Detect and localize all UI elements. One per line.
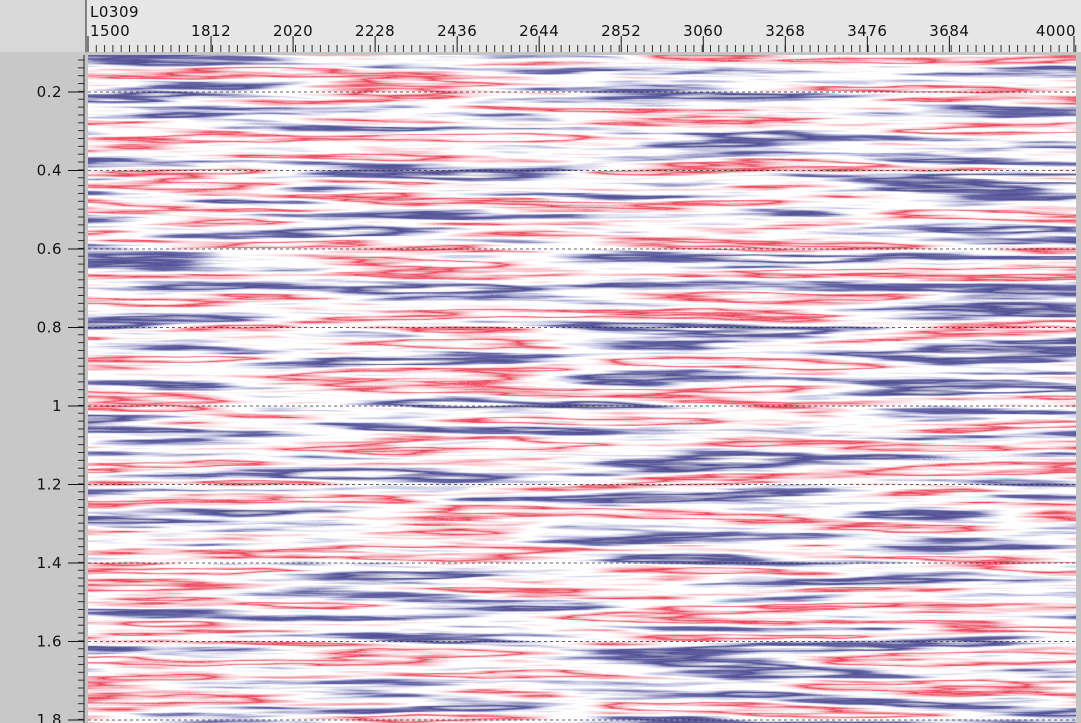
x-tick-label: 1812: [191, 22, 231, 40]
y-tick-label: 0.6: [37, 240, 62, 258]
x-tick-label: 3060: [683, 22, 723, 40]
x-tick-label: 2644: [519, 22, 559, 40]
x-tick-label: 2020: [273, 22, 313, 40]
y-tick-label: 1.8: [37, 711, 62, 723]
x-tick-label: 2228: [355, 22, 395, 40]
top-axis-panel: [86, 0, 1081, 52]
left-axis-panel: [0, 52, 84, 723]
x-tick-label: 1500: [90, 22, 130, 40]
line-label: L0309: [90, 3, 139, 21]
y-tick-label: 1.4: [37, 554, 62, 572]
x-tick-label: 2436: [437, 22, 477, 40]
y-tick-label: 1: [52, 397, 62, 415]
x-tick-label: 3268: [765, 22, 805, 40]
y-tick-label: 1.2: [37, 476, 62, 494]
y-tick-label: 0.2: [37, 83, 62, 101]
axes: 1500 1812 2020 2228 2436 2644 2852 3060 3268 3476…: [37, 22, 1077, 723]
y-tick-label: 0.8: [37, 319, 62, 337]
seismic-image: [88, 55, 1081, 723]
corner: [0, 0, 86, 52]
y-tick-label: 0.4: [37, 162, 62, 180]
x-tick-label: 3476: [847, 22, 887, 40]
x-tick-label: 4000: [1036, 22, 1076, 40]
x-tick-label: 3684: [929, 22, 969, 40]
x-tick-label: 2852: [601, 22, 641, 40]
y-tick-label: 1.6: [37, 633, 62, 651]
right-border: [1076, 52, 1081, 723]
